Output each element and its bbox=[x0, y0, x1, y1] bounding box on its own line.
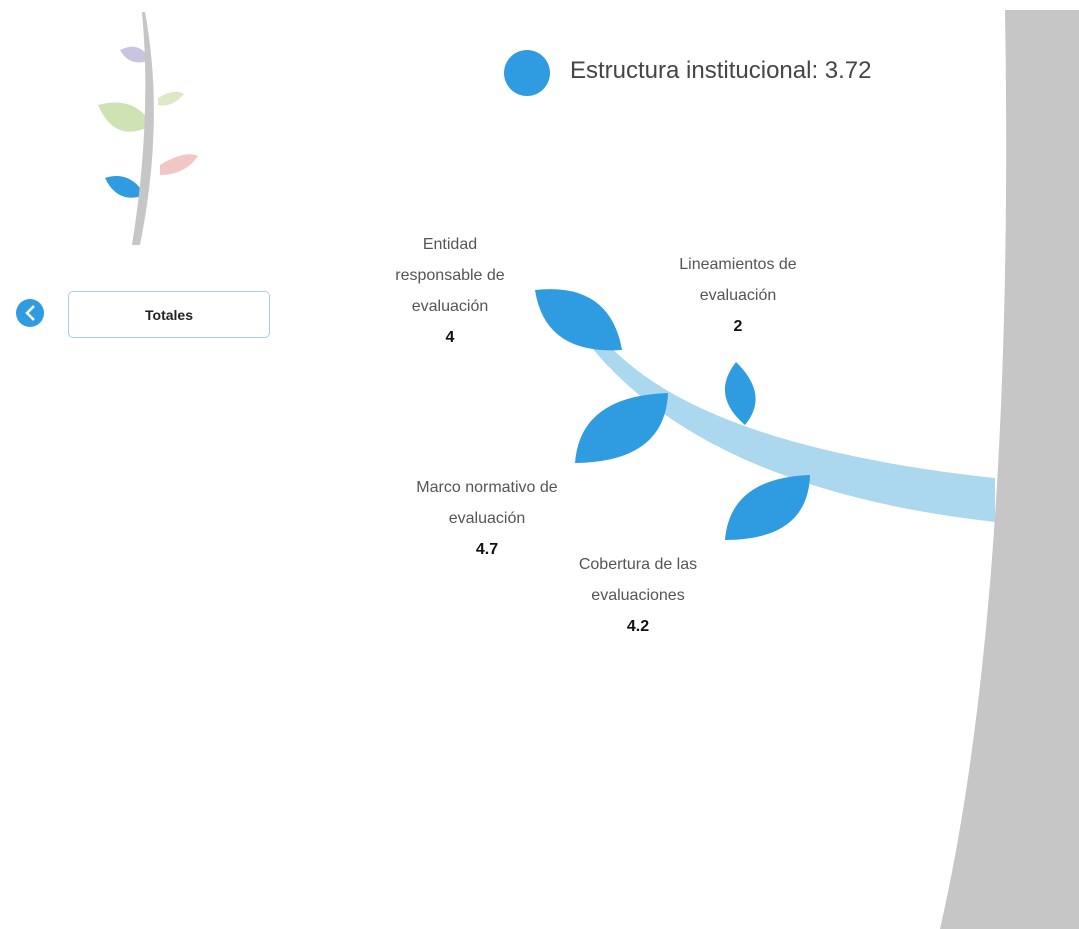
leaf bbox=[725, 475, 810, 540]
title: Estructura institucional: 3.72 bbox=[570, 57, 872, 84]
back-icon bbox=[25, 305, 35, 321]
item: Entidad responsable de evaluación 4 bbox=[375, 229, 525, 353]
item-label: Entidad responsable de evaluación bbox=[395, 236, 505, 315]
back-button[interactable] bbox=[16, 299, 44, 327]
item-label: Cobertura de las evaluaciones bbox=[578, 556, 698, 604]
trunk bbox=[940, 10, 1079, 929]
item-label: Lineamientos de evaluación bbox=[679, 256, 797, 304]
logo bbox=[98, 12, 198, 245]
item: Lineamientos de evaluación 2 bbox=[658, 249, 818, 342]
leaf bbox=[575, 393, 668, 463]
item: Cobertura de las evaluaciones 4.2 bbox=[555, 549, 721, 642]
totales-button[interactable]: Totales bbox=[68, 291, 270, 338]
item: Marco normativo de evaluación 4.7 bbox=[407, 472, 567, 565]
item-value: 4.7 bbox=[475, 541, 499, 558]
item-label: Marco normativo de evaluación bbox=[416, 479, 558, 527]
item-value: 4 bbox=[445, 329, 455, 346]
item-value: 4.2 bbox=[626, 618, 650, 635]
leaf bbox=[535, 289, 622, 351]
leaf bbox=[724, 362, 756, 425]
branch bbox=[592, 335, 995, 522]
item-value: 2 bbox=[733, 318, 743, 335]
title-dot bbox=[504, 50, 550, 96]
